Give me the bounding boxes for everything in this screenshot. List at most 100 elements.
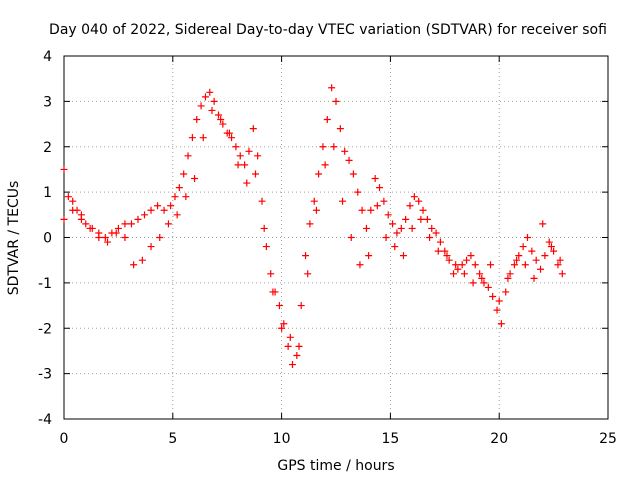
data-point [332,97,340,105]
data-point [147,206,155,214]
data-point [519,243,527,251]
data-point [171,193,179,201]
data-point [219,120,227,128]
x-axis-label: GPS time / hours [277,458,394,474]
data-point [515,252,523,260]
data-point [367,206,375,214]
data-point [537,265,545,273]
data-point [319,143,327,151]
data-point [415,197,423,205]
data-point [539,220,547,228]
data-point [541,252,549,260]
data-point [458,261,466,269]
data-point [121,234,129,241]
data-point [228,134,236,142]
data-point [434,247,442,255]
data-point [506,270,514,278]
data-point [345,156,353,164]
data-point [201,93,209,101]
data-point [330,143,338,151]
data-point [77,211,85,219]
data-point [402,215,410,223]
data-point [441,247,449,255]
data-point [130,261,138,269]
data-point [297,302,305,310]
series-0 [60,84,566,369]
data-point [497,320,505,328]
data-point [127,220,135,228]
data-point [160,206,168,214]
data-point [380,197,388,205]
data-points [60,84,566,369]
x-tick-label: 5 [168,431,177,447]
data-point [484,283,492,291]
data-point [452,261,460,269]
data-point [362,224,370,232]
data-point [302,252,310,260]
data-point [445,256,453,264]
data-point [82,220,90,228]
data-point [180,170,188,178]
data-point [547,243,555,251]
data-point [249,125,257,133]
data-point [197,102,205,110]
data-point [141,211,149,219]
data-point [241,161,249,169]
x-axis: 0 5 10 15 20 25 [60,56,617,447]
data-point [193,116,201,124]
data-point [275,302,283,310]
data-point [397,224,405,232]
data-point [426,234,434,241]
data-point [365,252,373,260]
y-tick-label: 2 [43,140,52,156]
data-point [389,220,397,228]
data-point [236,152,244,160]
data-point [217,116,225,124]
data-point [295,342,303,350]
data-point [454,265,462,273]
x-tick-label: 20 [490,431,508,447]
data-point [469,279,477,287]
data-point [523,234,531,241]
y-tick-label: -4 [38,412,52,428]
data-point [410,193,418,201]
data-point [391,243,399,251]
data-point [347,234,355,241]
data-point [443,252,451,260]
data-point [436,238,444,246]
x-tick-label: 25 [599,431,617,447]
data-point [476,270,484,278]
data-point [356,261,364,269]
data-point [114,224,122,232]
data-point [175,184,183,192]
data-point [254,152,262,160]
data-point [354,188,362,196]
y-axis: -4 -3 -2 -1 0 1 2 3 4 [38,49,608,428]
data-point [232,143,240,151]
data-point [393,229,401,237]
series-1 [60,106,564,350]
data-point [86,224,94,232]
data-point [210,97,218,105]
data-point [349,170,357,178]
data-point [286,333,294,341]
data-point [260,224,268,232]
data-point [399,252,407,260]
data-point [69,197,77,205]
data-point [199,134,207,142]
data-point [69,206,77,214]
data-point [467,252,475,260]
data-point [60,215,68,223]
data-point [556,256,564,264]
data-point [406,202,414,210]
data-point [104,238,112,246]
y-tick-label: 0 [43,231,52,247]
data-point [293,351,301,359]
data-point [101,234,109,241]
data-point [558,270,566,278]
data-point [173,211,181,219]
data-point [64,193,72,201]
data-point [493,306,501,314]
data-point [339,197,347,205]
data-point [528,247,536,255]
